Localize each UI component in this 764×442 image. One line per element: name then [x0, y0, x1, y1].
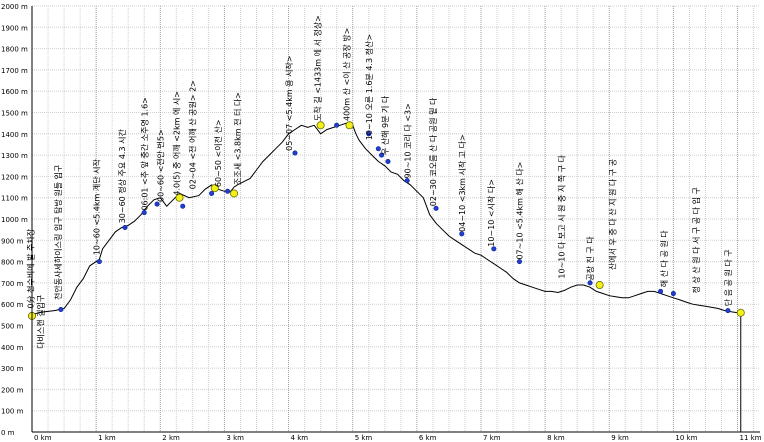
annotation-label: 90~10 코리 다 <3>	[403, 103, 412, 178]
annotation-label: 10~60 <5.4km 계단 시작	[91, 159, 101, 256]
y-tick-label: 2000 m	[1, 3, 28, 11]
waypoint-point	[58, 307, 64, 313]
x-tick-label: 9 km	[611, 434, 629, 442]
annotation-label: 산에서 우 중 다 산 지 원 다 구 공	[608, 159, 618, 270]
y-tick-label: 1400 m	[1, 131, 28, 139]
x-tick-label: 7 km	[483, 434, 501, 442]
annotation-label: 공장 진 구 다	[585, 236, 595, 281]
annotation-label: 다비스캔 길입구	[36, 295, 46, 349]
elevation-line	[31, 122, 741, 316]
highlight-point	[210, 184, 219, 193]
waypoint-point	[385, 158, 391, 164]
y-tick-label: 800 m	[1, 259, 24, 267]
annotation-label: 04~10 <3km 시작 고 다>	[457, 134, 467, 232]
x-tick-label: 2 km	[162, 434, 180, 442]
annotation-label: 400m 산 <이 산 공장 방>	[342, 28, 352, 121]
y-tick-label: 600 m	[1, 301, 24, 309]
x-tick-label: 3 km	[226, 434, 244, 442]
x-tick-label: 0 km	[34, 434, 52, 442]
annotation-label: 정 상 산 원 다 서 구 공 다 입 구	[691, 187, 701, 293]
highlight-point	[736, 308, 745, 317]
highlight-point	[316, 121, 325, 130]
waypoint-markers	[27, 121, 745, 320]
y-tick-label: 1800 m	[1, 46, 28, 54]
waypoint-point	[725, 308, 731, 314]
y-axis-ticks: 0 m 100 m 200 m 300 m 400 m 500 m 600 m 700 m 80…	[1, 3, 28, 437]
waypoint-point	[154, 201, 160, 207]
x-tick-label: 4 km	[291, 434, 309, 442]
chart-grid	[31, 5, 760, 433]
annotation-label: 07~10 <5.4km 해 산 다>	[515, 162, 525, 260]
annotation-label: 0分 천수비에 발 주차장	[25, 228, 35, 308]
annotation-label: 05~07 <5.4km 용 시작>	[284, 56, 294, 151]
highlight-point	[595, 281, 604, 290]
annotation-label: 천안동사세하이스링 입구 탐방 원들 입구	[53, 165, 63, 300]
x-tick-label: 10 km	[675, 434, 697, 442]
y-tick-label: 1600 m	[1, 88, 28, 96]
x-tick-label: 8 km	[547, 434, 565, 442]
waypoint-point	[587, 280, 593, 286]
waypoint-point	[491, 246, 497, 252]
x-tick-label: 6 km	[419, 434, 437, 442]
waypoint-point	[375, 146, 381, 152]
highlight-point	[230, 189, 239, 198]
highlight-point	[175, 193, 184, 202]
annotation-label: 도착 길 <1433m 에 서 정상>	[313, 15, 323, 121]
y-tick-label: 1700 m	[1, 67, 28, 75]
y-tick-label: 100 m	[1, 408, 24, 416]
elevation-series	[31, 122, 742, 432]
annotation-label: 30~60 정상 주요 4.3 시간	[117, 129, 127, 224]
waypoint-point	[433, 205, 439, 211]
y-tick-label: 400 m	[1, 344, 24, 352]
waypoint-point	[180, 203, 186, 209]
y-tick-label: 1200 m	[1, 173, 28, 181]
y-tick-label: 1000 m	[1, 216, 28, 224]
annotation-label: 02~04 <전 어깨 산 공원> 2>	[188, 80, 198, 189]
waypoint-point	[366, 131, 372, 137]
waypoint-point	[292, 150, 298, 156]
annotation-label: 단 음 공 원 다 구	[723, 249, 733, 306]
x-axis-ticks: 0 km 1 km 2 km 3 km 4 km 5 km 6 km 7 km 8 km 9 km…	[34, 434, 762, 442]
x-tick-label: 11 km	[740, 434, 762, 442]
annotation-label: 60~50 <이전 산>	[213, 119, 223, 187]
waypoint-point	[516, 259, 522, 265]
y-tick-label: 1300 m	[1, 152, 28, 160]
y-tick-label: 700 m	[1, 280, 24, 288]
y-tick-label: 1900 m	[1, 24, 28, 32]
y-tick-label: 200 m	[1, 386, 24, 394]
annotation-label: 해 산 다 공 원 다	[659, 230, 669, 288]
waypoint-point	[96, 259, 102, 265]
annotation-label: 10~10 다 보고 시 원 중 지 쪽 구 다	[557, 154, 566, 278]
x-tick-label: 5 km	[355, 434, 373, 442]
y-tick-label: 500 m	[1, 323, 24, 331]
highlight-point	[345, 121, 354, 130]
waypoint-point	[141, 210, 147, 216]
waypoint-point	[670, 291, 676, 297]
y-tick-label: 300 m	[1, 365, 24, 373]
waypoint-point	[379, 152, 385, 158]
annotation-label: 조조새 <3.8km 전 터 다>	[233, 92, 243, 185]
y-tick-label: 0 m	[1, 429, 15, 437]
y-tick-label: 1100 m	[1, 195, 28, 203]
annotation-label: 우 산해 9분 기 다	[380, 95, 390, 155]
x-tick-label: 1 km	[98, 434, 116, 442]
annotation-label: 00~60 <전안 번5>	[155, 129, 165, 202]
waypoint-point	[209, 190, 215, 196]
annotation-label: 06:01 <추 앞 중간 소주영 1.6>	[139, 97, 149, 210]
annotation-label: 10~10 <시작 다>	[486, 179, 496, 247]
annotation-label: 02~30 코오름 산 다 공원 밑 다	[428, 97, 438, 206]
waypoint-point	[334, 122, 340, 128]
annotation-label: 4.0(5) 중 어깨 <2km 에 시>	[171, 91, 181, 196]
waypoint-point	[404, 178, 410, 184]
y-tick-label: 900 m	[1, 237, 24, 245]
waypoint-point	[122, 225, 128, 231]
waypoint-point	[459, 231, 465, 237]
y-tick-label: 1500 m	[1, 110, 28, 118]
waypoint-point	[225, 188, 231, 194]
annotation-label: 10~10 오른 1.6분 4.3 정산>	[364, 34, 374, 140]
waypoint-point	[658, 288, 664, 294]
